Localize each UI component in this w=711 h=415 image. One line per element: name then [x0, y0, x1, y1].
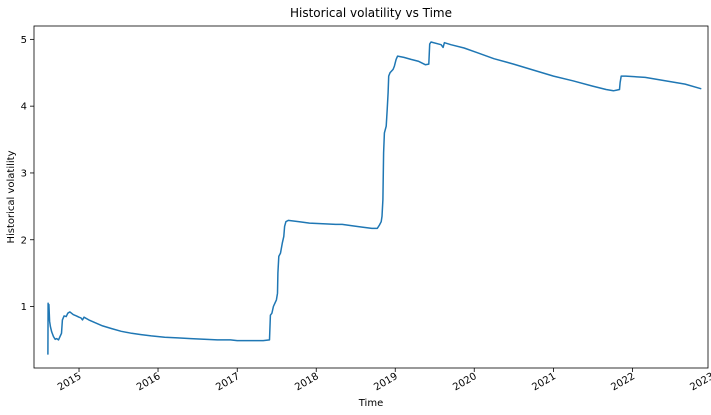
- x-tick-label: 2020: [451, 371, 479, 393]
- y-tick-label: 3: [21, 168, 27, 179]
- x-tick-label: 2022: [609, 371, 637, 393]
- y-tick-label: 5: [21, 35, 27, 46]
- x-tick-label: 2019: [372, 371, 400, 393]
- x-tick-label: 2021: [530, 371, 558, 393]
- x-tick-label: 2017: [214, 371, 242, 393]
- x-tick-label: 2023: [688, 371, 711, 393]
- plot-area: [33, 25, 709, 369]
- x-tick-label: 2018: [293, 371, 321, 393]
- x-tick-label: 2016: [135, 371, 163, 393]
- y-tick-label: 1: [21, 302, 27, 313]
- y-axis: 1 2 3 4 5: [21, 35, 34, 313]
- series-layer: [47, 41, 702, 355]
- x-axis-title: Time: [358, 398, 383, 409]
- y-tick-label: 4: [21, 102, 27, 113]
- x-axis: 2015 2016 2017 2018 2019 2020 2021 2022 2023: [56, 368, 711, 393]
- x-tick-label: 2015: [56, 371, 84, 393]
- y-axis-title: Historical volatility: [6, 150, 17, 243]
- series-line: [47, 41, 702, 355]
- chart-title: Historical volatility vs Time: [290, 6, 452, 20]
- y-tick-label: 2: [21, 235, 27, 246]
